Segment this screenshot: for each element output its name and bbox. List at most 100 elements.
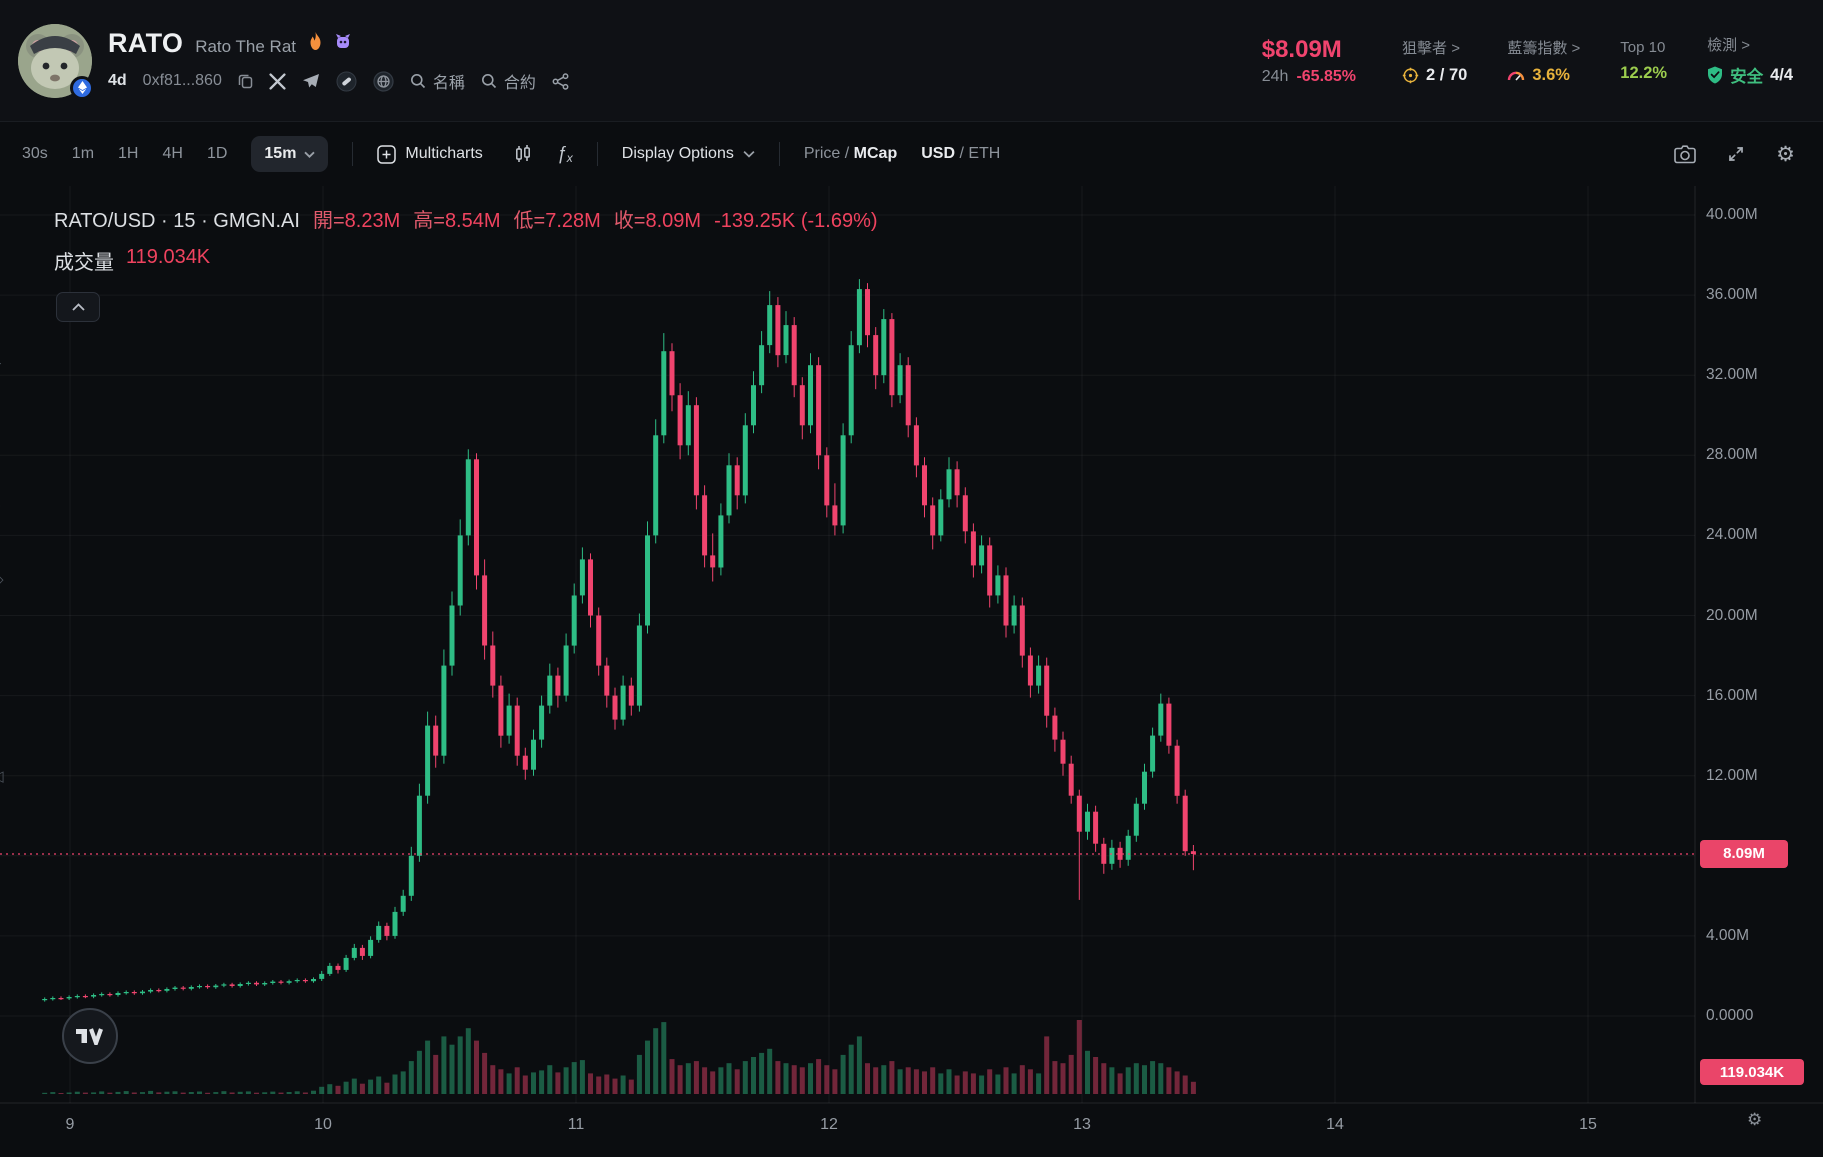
x-axis-label: 15 (1579, 1116, 1597, 1133)
candlestick-chart[interactable] (0, 186, 1823, 1157)
stat-bluechip-label[interactable]: 藍籌指數 > (1507, 39, 1581, 57)
price-mcap-toggle[interactable]: Price / MCap (803, 145, 898, 162)
token-info: RATO Rato The Rat 4d 0xf81...860 (18, 23, 569, 100)
candle-style-icon[interactable] (513, 144, 533, 164)
x-axis-label: 14 (1326, 1116, 1344, 1133)
clipped-tool-icon: + (0, 498, 1, 515)
multicharts-button[interactable]: Multicharts (377, 144, 483, 164)
token-name: Rato The Rat (195, 37, 296, 56)
stat-snipers: 狙擊者 > 2 / 70 (1402, 37, 1467, 85)
shield-check-icon (1708, 66, 1723, 84)
market-cap-value: $8.09M (1261, 35, 1342, 63)
chart-legend: RATO/USD · 15 · GMGN.AI 開=8.23M 高=8.54M … (54, 204, 878, 275)
usd-eth-toggle[interactable]: USD / ETH (921, 145, 1001, 162)
search-contract-label: 合約 (503, 75, 536, 92)
settings-gear-icon[interactable]: ⚙ (1776, 142, 1795, 166)
token-age: 4d (108, 72, 127, 89)
legend-close: 收=8.09M (613, 210, 702, 232)
flame-icon (308, 32, 323, 55)
contract-address[interactable]: 0xf81...860 (142, 72, 222, 89)
search-icon (410, 74, 425, 89)
y-axis-label: 16.00M (1706, 686, 1758, 704)
market-cap-block: $8.09M 24h -65.85% (1262, 36, 1356, 86)
stat-audit-label[interactable]: 檢測 > (1707, 37, 1750, 54)
token-symbol: RATO (108, 28, 184, 58)
x-axis-label: 10 (314, 1116, 332, 1133)
x-axis-label: 12 (820, 1116, 838, 1133)
token-stats: $8.09M 24h -65.85% 狙擊者 > 2 / 70 藍籌指數 > 3… (1262, 34, 1793, 87)
indicators-fx-icon[interactable]: ƒx (556, 143, 573, 165)
telegram-icon[interactable] (302, 73, 320, 89)
multicharts-label: Multicharts (405, 145, 483, 162)
y-axis-label: 32.00M (1706, 366, 1758, 384)
clipped-tool-icon: ○ (0, 432, 1, 449)
legend-low: 低=7.28M (513, 210, 601, 232)
tradingview-logo[interactable] (62, 1008, 118, 1064)
stat-audit-safe: 安全 (1730, 68, 1764, 86)
interval-1d[interactable]: 1D (206, 145, 228, 162)
y-axis-label: 4.00M (1706, 926, 1750, 944)
stat-snipers-label[interactable]: 狙擊者 > (1402, 39, 1460, 57)
globe-link-icon[interactable] (373, 70, 394, 92)
y-axis-label: 20.00M (1706, 606, 1758, 624)
interval-active-dropdown[interactable]: 15m (251, 136, 329, 172)
current-price-badge: 8.09M (1700, 839, 1788, 868)
fullscreen-icon[interactable] (1726, 144, 1746, 164)
toolbar-divider (352, 142, 354, 166)
share-icon[interactable] (552, 72, 569, 90)
stat-snipers-value: 2 / 70 (1426, 65, 1468, 84)
token-header: RATO Rato The Rat 4d 0xf81...860 (0, 0, 1823, 122)
x-social-icon[interactable] (269, 72, 286, 90)
axis-settings-icon[interactable]: ⚙ (1747, 1110, 1763, 1129)
y-axis-label: 24.00M (1706, 526, 1758, 544)
stat-bluechip-value: 3.6% (1532, 65, 1570, 84)
clipped-drawing-toolbar: T ○ + ◇ ○ ◁ (0, 186, 13, 1157)
legend-collapse-button[interactable] (56, 292, 100, 322)
toolbar-divider (778, 142, 780, 166)
search-icon (481, 74, 496, 89)
current-volume-badge: 119.034K (1700, 1059, 1804, 1085)
legend-volume-label: 成交量 (54, 252, 114, 274)
purple-creature-icon (335, 33, 351, 54)
display-options-label: Display Options (621, 145, 734, 162)
pill-link-icon[interactable] (336, 71, 357, 92)
copy-icon[interactable] (238, 73, 253, 89)
target-icon (1402, 67, 1419, 83)
clipped-tool-icon: ◇ (0, 570, 4, 588)
x-axis-label: 13 (1073, 1116, 1091, 1133)
y-axis-label: 28.00M (1706, 446, 1758, 464)
clipped-tool-icon: ○ (0, 688, 1, 705)
y-axis-label: 36.00M (1706, 286, 1758, 304)
tradingview-logo-icon (76, 1028, 103, 1045)
stat-top10-value: 12.2% (1620, 63, 1668, 82)
token-avatar[interactable] (18, 23, 94, 100)
interval-1m[interactable]: 1m (71, 145, 95, 162)
interval-4h[interactable]: 4H (162, 145, 183, 162)
stat-audit-count: 4/4 (1770, 65, 1793, 84)
chevron-up-icon (71, 303, 85, 311)
interval-1h[interactable]: 1H (118, 145, 139, 162)
x-axis-label: 9 (65, 1116, 75, 1133)
clipped-tool-icon: T (0, 360, 1, 377)
y-axis-label: 0.0000 (1706, 1007, 1754, 1024)
chevron-down-icon (304, 151, 316, 158)
stat-audit: 檢測 > 安全 4/4 (1707, 34, 1793, 87)
search-name-button[interactable]: 名稱 (410, 69, 465, 93)
change-period-label: 24h (1261, 67, 1289, 85)
legend-symbol-title: RATO/USD · 15 · GMGN.AI (54, 210, 300, 232)
gauge-icon (1508, 71, 1525, 81)
stat-bluechip: 藍籌指數 > 3.6% (1507, 37, 1580, 85)
chevron-down-icon (743, 150, 755, 158)
stat-top10-label[interactable]: Top 10 (1620, 38, 1666, 56)
clipped-tool-icon: ◁ (0, 767, 4, 785)
display-options-dropdown[interactable]: Display Options (622, 145, 755, 163)
legend-volume-value: 119.034K (126, 246, 211, 268)
x-axis-label: 11 (567, 1116, 585, 1133)
camera-snapshot-icon[interactable] (1674, 144, 1696, 164)
legend-open: 開=8.23M (312, 210, 401, 232)
interval-30s[interactable]: 30s (22, 145, 48, 162)
search-contract-button[interactable]: 合約 (481, 69, 536, 93)
y-axis-label: 12.00M (1706, 766, 1758, 784)
legend-high: 高=8.54M (413, 210, 501, 232)
